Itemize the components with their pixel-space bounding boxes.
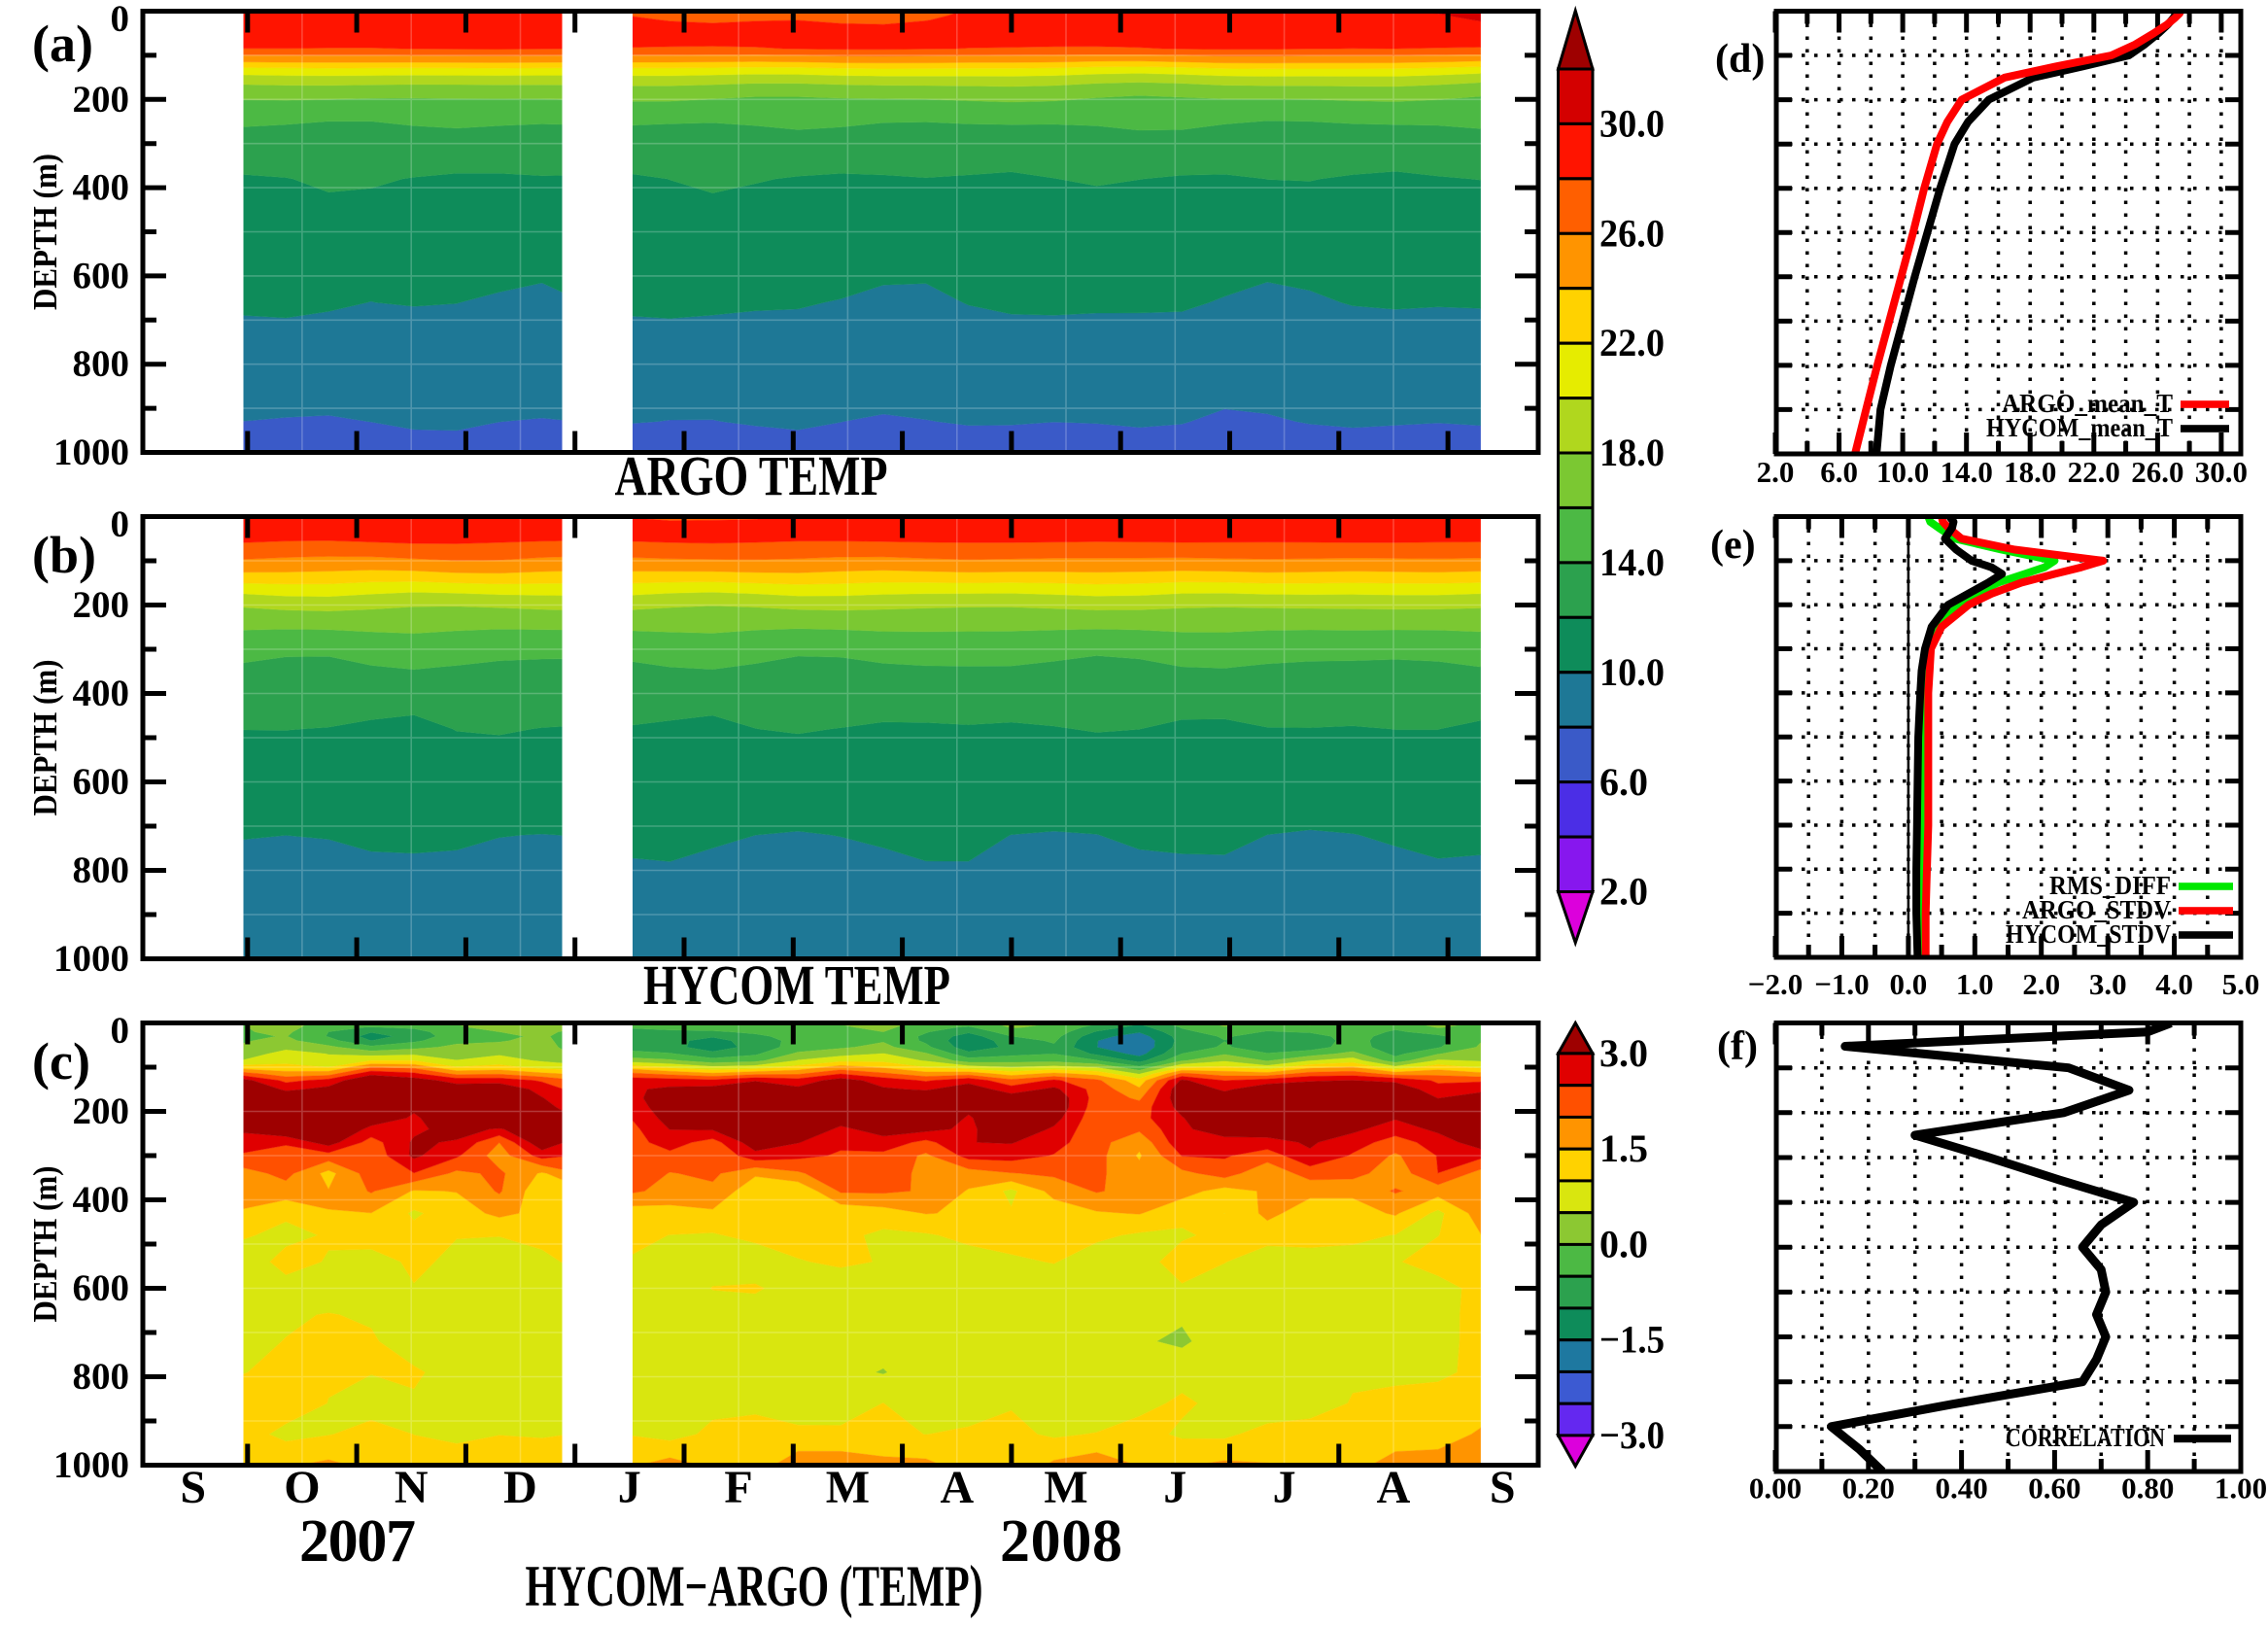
svg-text:DEPTH (m): DEPTH (m): [26, 660, 64, 816]
svg-text:22.0: 22.0: [1599, 321, 1665, 364]
svg-text:(f): (f): [1717, 1024, 1758, 1069]
svg-text:1000: 1000: [53, 938, 129, 980]
svg-text:0.80: 0.80: [2121, 1471, 2174, 1506]
svg-text:26.0: 26.0: [2131, 455, 2183, 489]
svg-text:400: 400: [73, 1179, 130, 1221]
svg-text:A: A: [1377, 1462, 1411, 1513]
svg-text:CORRELATION: CORRELATION: [2006, 1423, 2165, 1452]
svg-text:400: 400: [73, 673, 130, 714]
svg-text:2.0: 2.0: [1599, 870, 1648, 914]
svg-text:D: D: [503, 1462, 537, 1513]
svg-text:3.0: 3.0: [1599, 1031, 1648, 1075]
svg-text:0.40: 0.40: [1935, 1471, 1987, 1506]
svg-text:ARGO_STDV: ARGO_STDV: [2022, 895, 2171, 924]
svg-text:18.0: 18.0: [1599, 431, 1665, 474]
svg-text:RMS_DIFF: RMS_DIFF: [2049, 871, 2171, 900]
svg-text:6.0: 6.0: [1599, 760, 1648, 804]
svg-text:J: J: [618, 1462, 641, 1513]
svg-text:−1.5: −1.5: [1599, 1318, 1665, 1362]
svg-text:0.0: 0.0: [1890, 967, 1928, 1001]
svg-text:0.20: 0.20: [1842, 1471, 1895, 1506]
svg-text:HYCOM TEMP: HYCOM TEMP: [643, 953, 950, 1017]
svg-text:600: 600: [73, 255, 130, 296]
svg-text:600: 600: [73, 1267, 130, 1309]
svg-text:(a): (a): [32, 15, 93, 73]
svg-text:−1.0: −1.0: [1814, 967, 1869, 1001]
svg-text:O: O: [284, 1462, 320, 1513]
svg-text:30.0: 30.0: [2195, 455, 2248, 489]
svg-text:−3.0: −3.0: [1599, 1413, 1665, 1457]
svg-text:200: 200: [73, 584, 130, 626]
svg-text:HYCOM−ARGO (TEMP): HYCOM−ARGO (TEMP): [526, 1554, 983, 1618]
svg-text:400: 400: [73, 167, 130, 209]
svg-text:0: 0: [111, 1010, 130, 1052]
svg-text:6.0: 6.0: [1820, 455, 1858, 489]
svg-text:22.0: 22.0: [2068, 455, 2120, 489]
svg-text:200: 200: [73, 79, 130, 121]
svg-text:5.0: 5.0: [2222, 967, 2260, 1001]
svg-text:M: M: [826, 1462, 870, 1513]
svg-text:2007: 2007: [299, 1508, 416, 1575]
svg-text:N: N: [395, 1462, 429, 1513]
svg-text:1.5: 1.5: [1599, 1126, 1648, 1170]
svg-text:F: F: [724, 1462, 752, 1513]
svg-text:(c): (c): [32, 1032, 90, 1090]
svg-text:0: 0: [111, 503, 130, 545]
svg-text:3.0: 3.0: [2089, 967, 2127, 1001]
svg-text:1.0: 1.0: [1956, 967, 1994, 1001]
svg-text:600: 600: [73, 761, 130, 803]
svg-text:800: 800: [73, 343, 130, 385]
svg-text:1000: 1000: [53, 1444, 129, 1486]
svg-text:(b): (b): [32, 526, 96, 584]
svg-text:14.0: 14.0: [1599, 540, 1665, 584]
svg-text:30.0: 30.0: [1599, 101, 1665, 145]
svg-text:0: 0: [111, 0, 130, 40]
svg-text:J: J: [1163, 1462, 1186, 1513]
svg-text:4.0: 4.0: [2155, 967, 2193, 1001]
svg-text:(e): (e): [1710, 523, 1756, 568]
svg-text:J: J: [1273, 1462, 1296, 1513]
svg-text:26.0: 26.0: [1599, 211, 1665, 255]
svg-text:1.00: 1.00: [2215, 1471, 2267, 1506]
svg-text:S: S: [180, 1462, 206, 1513]
svg-text:0.60: 0.60: [2028, 1471, 2080, 1506]
svg-text:HYCOM_STDV: HYCOM_STDV: [2006, 919, 2171, 949]
svg-text:(d): (d): [1715, 37, 1765, 82]
svg-text:10.0: 10.0: [1876, 455, 1929, 489]
svg-text:−2.0: −2.0: [1748, 967, 1803, 1001]
svg-text:M: M: [1044, 1462, 1087, 1513]
svg-text:ARGO_mean_T: ARGO_mean_T: [2002, 389, 2173, 418]
svg-text:2008: 2008: [1000, 1508, 1122, 1575]
svg-text:10.0: 10.0: [1599, 650, 1665, 694]
svg-text:A: A: [940, 1462, 974, 1513]
svg-text:0.0: 0.0: [1599, 1222, 1648, 1265]
svg-text:ARGO TEMP: ARGO TEMP: [615, 444, 888, 507]
svg-text:800: 800: [73, 849, 130, 891]
svg-text:0.00: 0.00: [1749, 1471, 1802, 1506]
svg-text:S: S: [1490, 1462, 1516, 1513]
svg-text:18.0: 18.0: [2004, 455, 2056, 489]
svg-text:800: 800: [73, 1356, 130, 1398]
svg-text:DEPTH (m): DEPTH (m): [26, 154, 64, 310]
svg-text:HYCOM_mean_T: HYCOM_mean_T: [1986, 413, 2173, 442]
svg-text:1000: 1000: [53, 432, 129, 473]
svg-text:2.0: 2.0: [1757, 455, 1795, 489]
svg-text:DEPTH (m): DEPTH (m): [26, 1166, 64, 1323]
svg-text:14.0: 14.0: [1941, 455, 1993, 489]
svg-text:200: 200: [73, 1090, 130, 1132]
svg-text:2.0: 2.0: [2022, 967, 2060, 1001]
